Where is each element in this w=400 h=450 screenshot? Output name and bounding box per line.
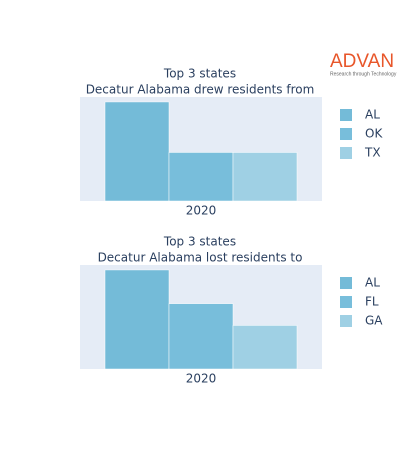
bar [232,152,298,202]
legend-label: AL [365,108,380,122]
legend-swatch [340,128,352,140]
chart-subtitle: Decatur Alabama drew residents from [86,83,315,97]
legend-swatch [340,315,352,327]
bar [232,325,298,370]
legend-label: AL [365,276,380,290]
bar [104,269,170,370]
x-tick-label: 2020 [186,204,217,218]
legend-label: TX [364,146,381,160]
logo-name: ADVAN [330,51,394,72]
legend-swatch [340,277,352,289]
x-tick-label: 2020 [186,372,217,386]
bar [168,152,234,202]
logo-tagline: Research through Technology [330,71,397,77]
bar [168,303,234,370]
legend-label: GA [365,314,383,328]
chart-subtitle: Decatur Alabama lost residents to [98,251,303,265]
legend-label: FL [365,295,379,309]
legend-swatch [340,109,352,121]
chart-title: Top 3 states [163,67,236,81]
legend-swatch [340,296,352,308]
bar [104,101,170,202]
legend-swatch [340,147,352,159]
chart-title: Top 3 states [163,235,236,249]
legend-label: OK [365,127,383,141]
